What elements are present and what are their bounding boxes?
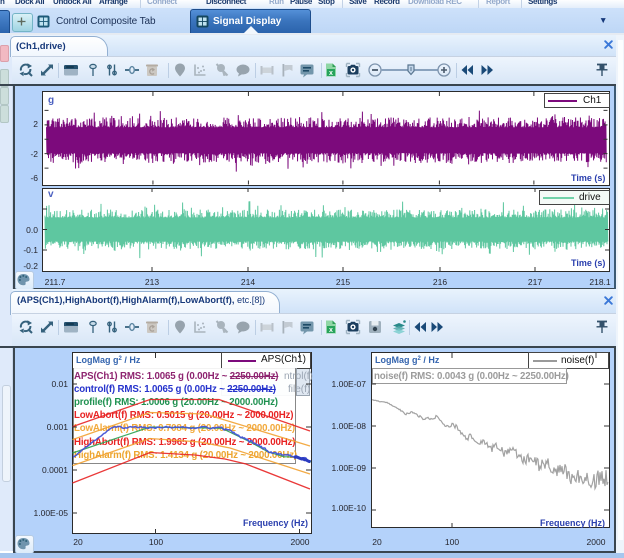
svg-text:x: x — [329, 327, 333, 334]
svg-text:x: x — [329, 70, 333, 77]
